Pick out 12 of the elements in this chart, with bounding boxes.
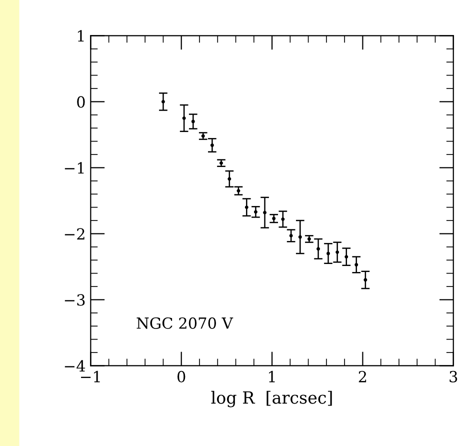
y-tick-label: −1 xyxy=(64,162,84,174)
x-axis-title: log R [arcsec] xyxy=(211,390,332,408)
x-tick-label: 3 xyxy=(450,370,458,382)
y-tick-label: 0 xyxy=(77,96,85,108)
y-tick-label: −4 xyxy=(64,360,86,372)
y-tick-label: 1 xyxy=(78,30,84,42)
x-tick-label: 0 xyxy=(177,370,186,382)
x-tick-label: 2 xyxy=(358,370,366,382)
y-tick-label: −3 xyxy=(64,294,85,306)
y-tick-label: −2 xyxy=(64,228,84,240)
x-tick-label: 1 xyxy=(269,370,275,382)
annotation: NGC 2070 V xyxy=(136,317,234,329)
